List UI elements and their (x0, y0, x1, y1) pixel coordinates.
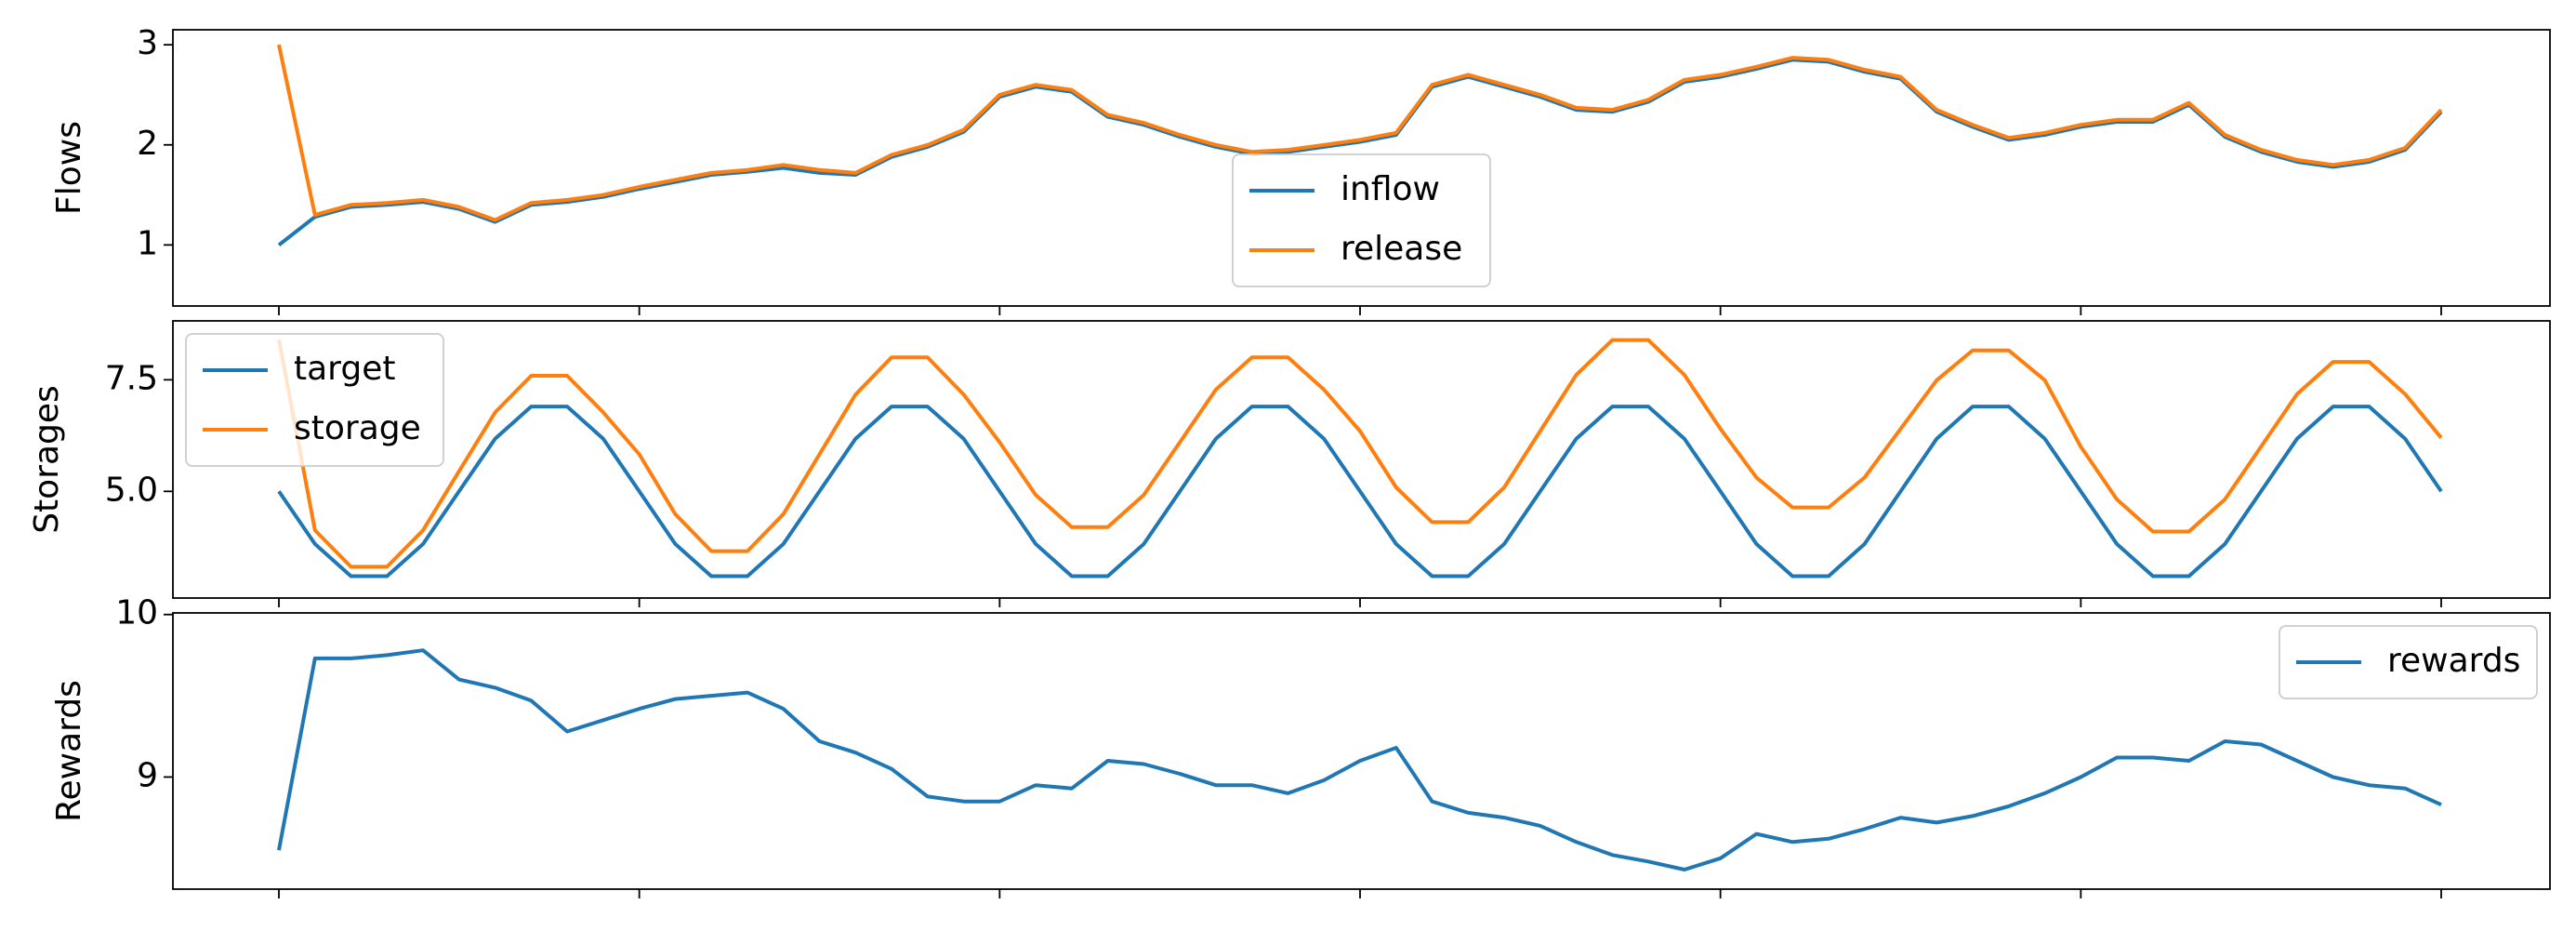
series-line (277, 44, 2443, 222)
y-tick-label: 1 (137, 224, 158, 262)
y-tick-label: 5.0 (105, 471, 158, 509)
legend-box (1232, 153, 1491, 287)
y-axis-label: Storages (28, 385, 66, 534)
legend-box (185, 333, 444, 467)
axes-frame (172, 320, 2551, 599)
series-line (277, 58, 2443, 246)
y-tick-label: 3 (137, 24, 158, 62)
axes-frame (172, 29, 2551, 307)
axes-frame (172, 612, 2551, 890)
legend-label: storage (294, 409, 421, 447)
series-line (277, 648, 2442, 871)
y-tick-label: 2 (137, 125, 158, 163)
legend-box (2279, 625, 2538, 699)
series-line (277, 405, 2443, 579)
y-axis-label: Flows (50, 121, 88, 215)
legend-label: rewards (2387, 642, 2520, 680)
y-tick-label: 10 (115, 594, 158, 632)
legend-label: release (1341, 230, 1462, 268)
legend-label: target (294, 350, 395, 388)
y-axis-label: Rewards (50, 680, 88, 822)
legend-label: inflow (1341, 170, 1440, 208)
series-line (277, 338, 2443, 569)
y-tick-label: 7.5 (105, 359, 158, 397)
y-tick-label: 9 (137, 756, 158, 794)
